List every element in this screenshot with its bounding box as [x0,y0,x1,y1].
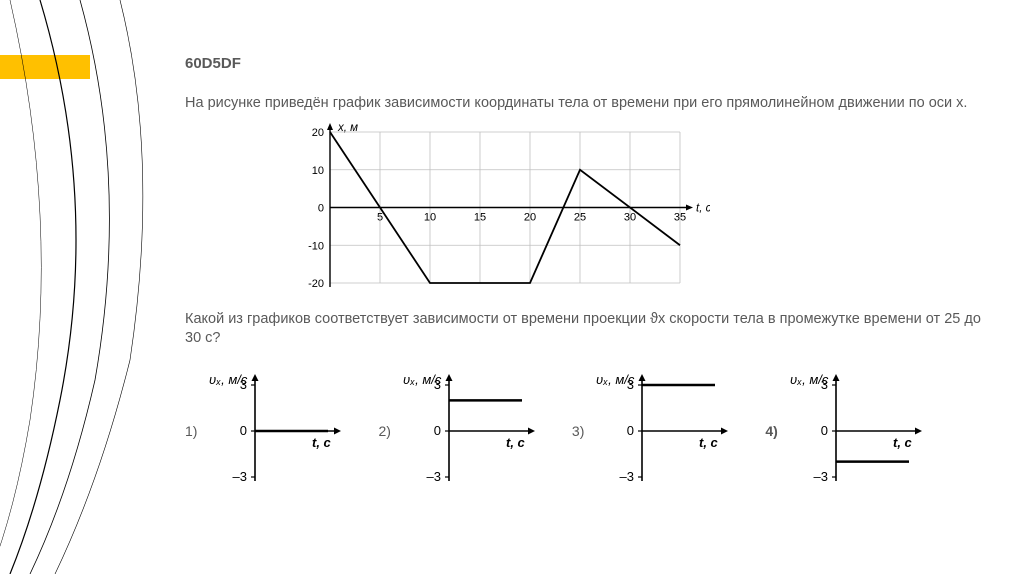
svg-text:-20: -20 [308,278,324,290]
option-1: 1) –303υₓ, м/сt, с [185,371,342,491]
svg-text:20: 20 [524,211,536,223]
svg-text:0: 0 [821,423,828,438]
svg-text:υₓ, м/с: υₓ, м/с [209,372,248,387]
option-2: 2) –303υₓ, м/сt, с [378,371,535,491]
svg-text:10: 10 [312,164,324,176]
svg-text:–3: –3 [620,469,634,484]
svg-text:t, с: t, с [506,435,526,450]
svg-text:–3: –3 [426,469,440,484]
svg-text:10: 10 [424,211,436,223]
svg-text:t, с: t, с [696,202,710,214]
svg-text:35: 35 [674,211,686,223]
option-number: 1) [185,423,197,439]
answer-options: 1) –303υₓ, м/сt, с 2) –303υₓ, м/сt, с 3)… [185,371,995,491]
svg-text:x, м: x, м [337,122,358,134]
svg-text:0: 0 [318,202,324,214]
svg-text:5: 5 [377,211,383,223]
svg-text:t, с: t, с [893,435,913,450]
svg-text:15: 15 [474,211,486,223]
svg-text:υₓ, м/с: υₓ, м/с [596,372,635,387]
svg-text:20: 20 [312,127,324,139]
svg-text:25: 25 [574,211,586,223]
svg-text:0: 0 [240,423,247,438]
svg-text:υₓ, м/с: υₓ, м/с [790,372,829,387]
accent-bar [0,55,90,79]
svg-text:–3: –3 [233,469,247,484]
option-number: 3) [572,423,584,439]
svg-text:t, с: t, с [312,435,332,450]
slide-content: 60D5DF На рисунке приведён график зависи… [185,55,995,491]
svg-text:0: 0 [434,423,441,438]
main-chart: 5 10 15 20 25 30 35 -20 -10 0 10 20 x, м t, с [280,120,995,300]
option-4: 4) –303υₓ, м/сt, с [765,371,922,491]
option-3: 3) –303υₓ, м/сt, с [572,371,729,491]
svg-text:0: 0 [627,423,634,438]
svg-text:υₓ, м/с: υₓ, м/с [403,372,442,387]
problem-code: 60D5DF [185,55,995,72]
svg-text:–3: –3 [813,469,827,484]
svg-text:30: 30 [624,211,636,223]
svg-text:-10: -10 [308,240,324,252]
option-number: 2) [378,423,390,439]
option-number: 4) [765,423,777,439]
svg-text:t, с: t, с [699,435,719,450]
problem-text-1: На рисунке приведён график зависимости к… [185,94,995,114]
problem-text-2: Какой из графиков соответствует зависимо… [185,310,995,349]
